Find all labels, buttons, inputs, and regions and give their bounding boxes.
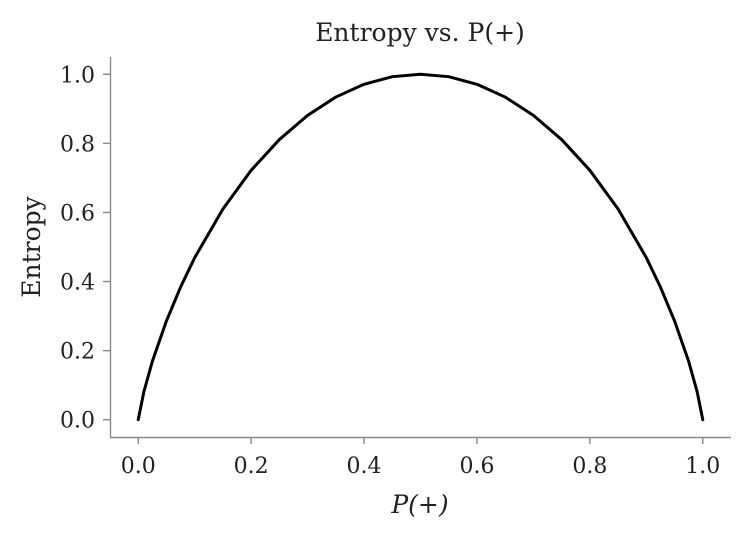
x-tick-label: 0.8: [572, 454, 607, 479]
entropy-line: [136, 72, 705, 422]
x-tick-label: 0.6: [459, 454, 494, 479]
x-tick-label: 0.2: [234, 454, 269, 479]
series: [136, 72, 705, 422]
x-axis-label: P(+): [390, 490, 448, 519]
y-tick-label: 0.8: [60, 132, 95, 157]
x-tick-label: 0.0: [121, 454, 156, 479]
y-tick-label: 0.2: [60, 340, 95, 365]
x-tick-label: 1.0: [685, 454, 720, 479]
y-ticks: 0.0 0.2 0.4 0.6 0.8 1.0: [60, 63, 110, 434]
y-axis-label: Entropy: [17, 195, 46, 297]
y-tick-label: 0.4: [60, 271, 95, 296]
y-tick-label: 1.0: [60, 63, 95, 88]
x-tick-label: 0.4: [347, 454, 382, 479]
y-tick-label: 0.0: [60, 409, 95, 434]
x-ticks: 0.0 0.2 0.4 0.6 0.8 1.0: [121, 437, 720, 479]
y-tick-label: 0.6: [60, 201, 95, 226]
axes: [109, 57, 731, 439]
chart-title: Entropy vs. P(+): [315, 18, 525, 47]
